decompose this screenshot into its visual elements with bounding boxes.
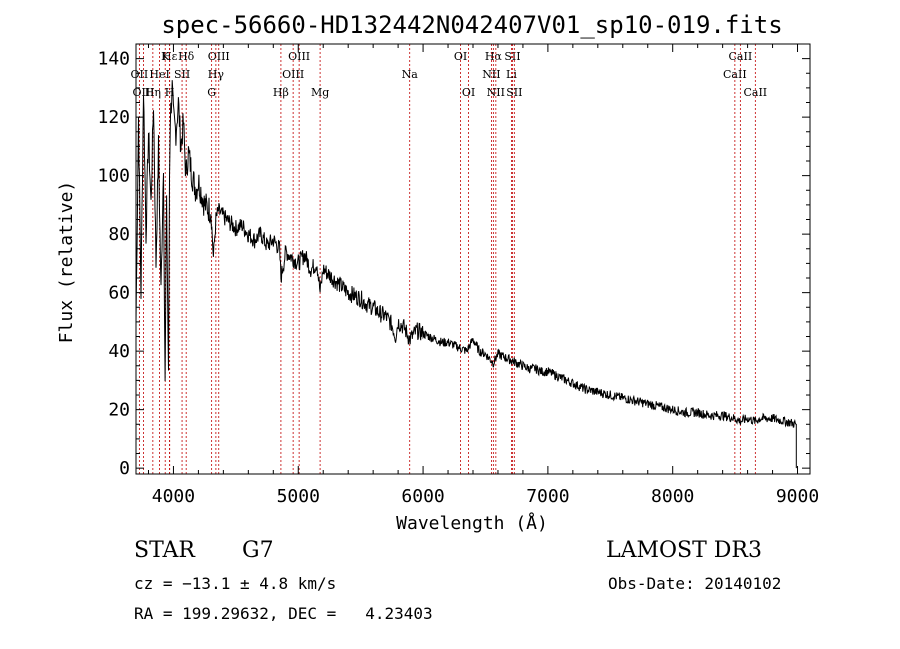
x-tick-label: 6000 bbox=[401, 486, 444, 507]
x-tick-label: 8000 bbox=[651, 486, 694, 507]
spectral-line-label: Hγ bbox=[208, 68, 225, 81]
spectral-line-label: HeI bbox=[149, 68, 169, 81]
y-tick-label: 40 bbox=[108, 341, 130, 362]
spectral-line-label: SII bbox=[174, 68, 190, 81]
spectral-line-label: NII bbox=[482, 68, 500, 81]
spectral-line-label: K bbox=[161, 50, 170, 63]
survey-name: LAMOST DR3 bbox=[606, 538, 762, 563]
spectral-line-label: OIII bbox=[288, 50, 310, 63]
spectral-line-label: OIII bbox=[132, 86, 154, 99]
spectral-line-label: SII bbox=[504, 50, 520, 63]
spectral-line-label: OI bbox=[462, 86, 475, 99]
plot-frame bbox=[135, 43, 811, 475]
x-tick-label: 4000 bbox=[152, 486, 195, 507]
y-tick-label: 140 bbox=[97, 49, 130, 70]
spectral-line-label: Hβ bbox=[273, 86, 289, 99]
spectral-line-label: OIII bbox=[208, 50, 230, 63]
y-tick-label: 0 bbox=[119, 458, 130, 479]
spectral-line-label: Na bbox=[402, 68, 419, 81]
y-axis: 0 20 40 60 80 100 120 140 bbox=[97, 49, 810, 479]
y-tick-label: 60 bbox=[108, 283, 130, 304]
object-subclass: G7 bbox=[242, 538, 274, 563]
chart-title: spec-56660-HD132442N042407V01_sp10-019.f… bbox=[161, 11, 782, 39]
spectral-line-label: OII bbox=[131, 68, 149, 81]
spectral-line-label: CaII bbox=[743, 86, 767, 99]
flux-series-line bbox=[135, 80, 797, 469]
y-tick-label: 120 bbox=[97, 107, 130, 128]
y-axis-label: Flux (relative) bbox=[56, 181, 77, 344]
y-tick-label: 100 bbox=[97, 166, 130, 187]
spectral-line-label: OIII bbox=[282, 68, 304, 81]
spectral-line-label: NII bbox=[487, 86, 505, 99]
object-class: STAR bbox=[134, 538, 195, 563]
spectral-line-label: Mg bbox=[311, 86, 329, 99]
x-tick-label: 7000 bbox=[526, 486, 569, 507]
spectral-line-label: Hδ bbox=[178, 50, 195, 63]
x-tick-label: 5000 bbox=[277, 486, 320, 507]
spectral-line-label: SII bbox=[506, 86, 522, 99]
spectral-line-label: Li bbox=[506, 68, 517, 81]
x-axis: 4000 5000 6000 7000 8000 9000 bbox=[147, 44, 819, 507]
spectral-line-label: CaII bbox=[723, 68, 747, 81]
y-tick-label: 80 bbox=[108, 224, 130, 245]
observation-date: Obs-Date: 20140102 bbox=[608, 574, 782, 593]
spectral-line-label: OI bbox=[454, 50, 467, 63]
y-tick-label: 20 bbox=[108, 400, 130, 421]
redshift-value: cz = −13.1 ± 4.8 km/s bbox=[134, 574, 337, 593]
spectral-line-label: CaII bbox=[729, 50, 753, 63]
x-axis-label: Wavelength (Å) bbox=[396, 512, 548, 534]
ra-dec-coordinates: RA = 199.29632, DEC = 4.23403 bbox=[134, 604, 433, 623]
spectral-line-label: H bbox=[165, 86, 175, 99]
x-tick-label: 9000 bbox=[776, 486, 819, 507]
spectral-line-label: Hη bbox=[145, 86, 161, 99]
spectral-line-label: G bbox=[207, 86, 216, 99]
spectral-line-label: Hα bbox=[485, 50, 503, 63]
